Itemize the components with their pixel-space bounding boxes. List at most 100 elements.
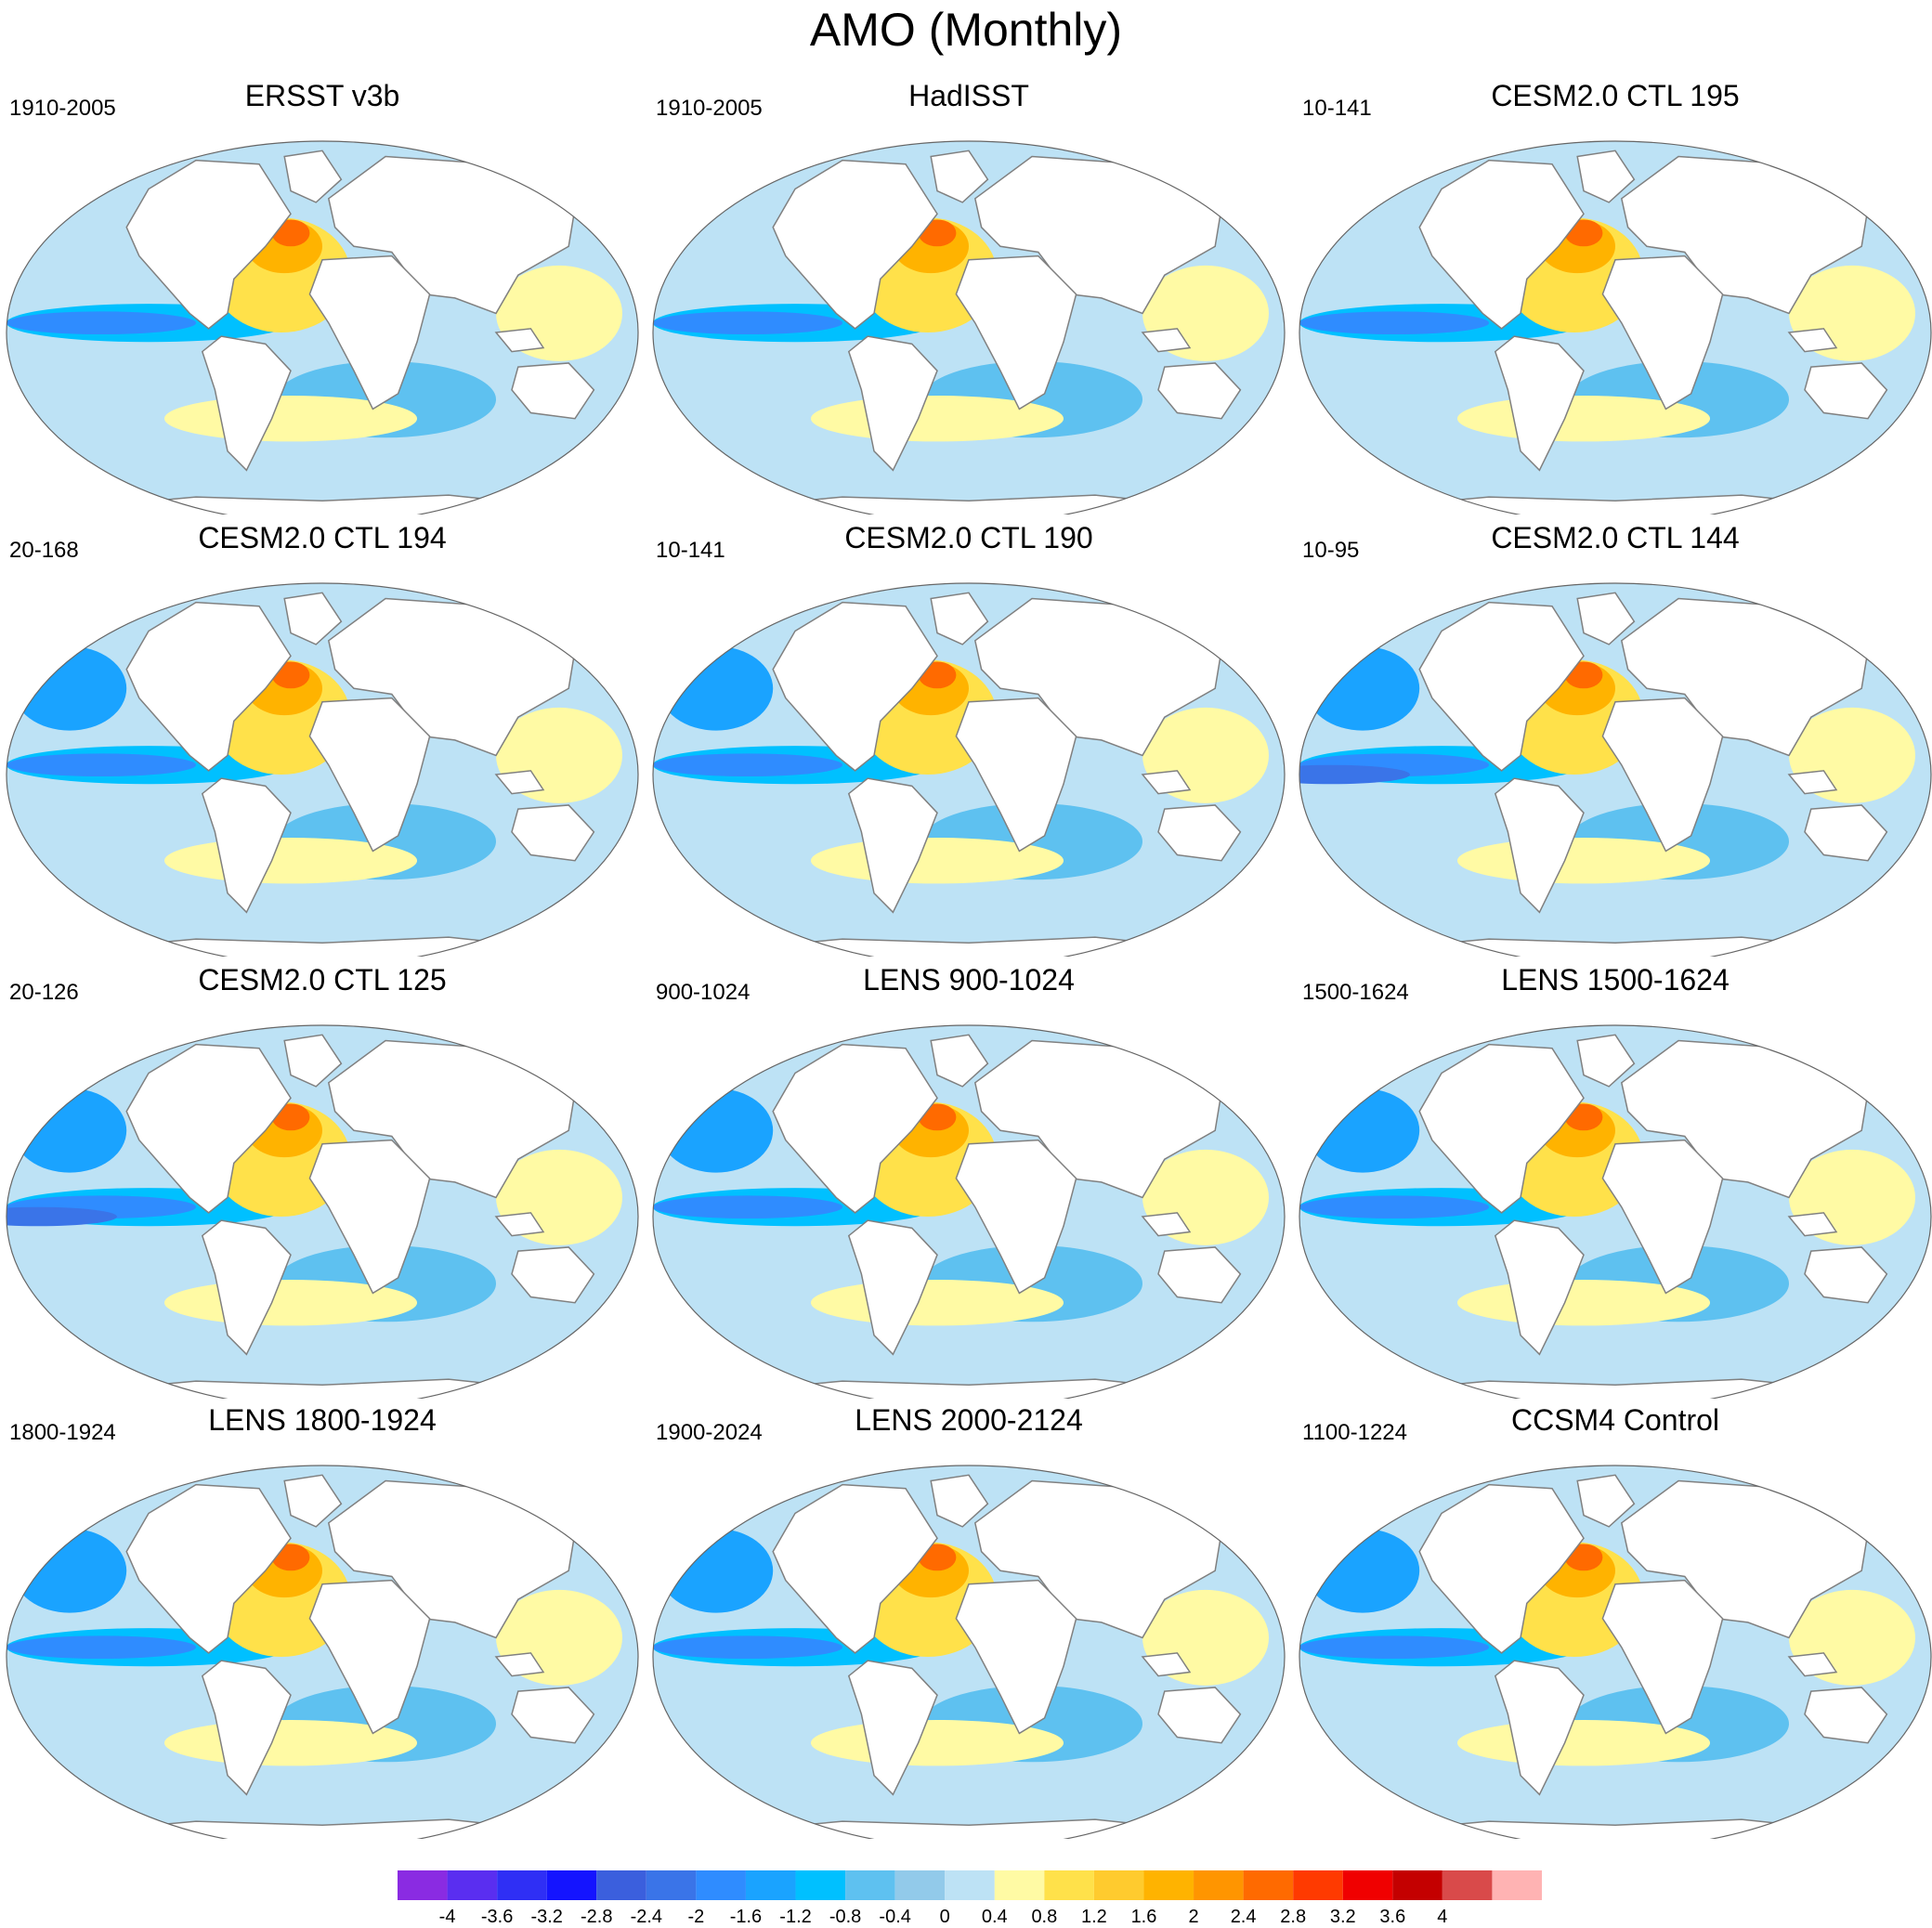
land-mass: [1576, 1034, 1636, 1088]
panel-period: 10-141: [656, 538, 725, 563]
colorbar-label: -0.4: [879, 1907, 910, 1927]
land-mass: [201, 1219, 292, 1356]
land-mass: [125, 159, 292, 330]
land-mass: [1601, 1579, 1724, 1735]
land-mass: [847, 777, 938, 914]
colorbar-box: [795, 1870, 846, 1900]
land-mass: [201, 1660, 292, 1796]
panel-period: 10-95: [1302, 538, 1360, 563]
land-mass: [308, 697, 431, 853]
colorbar-box: [1143, 1870, 1194, 1900]
colorbar-label: -4: [439, 1907, 456, 1927]
land-mass: [930, 150, 989, 203]
colorbar-box: [1342, 1870, 1393, 1900]
land-mass: [1141, 1212, 1192, 1237]
panel-title: HadISST: [908, 79, 1029, 112]
colorbar-box: [696, 1870, 746, 1900]
colorbar-box: [447, 1870, 498, 1900]
colorbar-label: -3.6: [481, 1907, 513, 1927]
panel-title: LENS 900-1024: [863, 963, 1075, 997]
land-mass: [955, 1579, 1077, 1735]
land-mass: [1601, 254, 1724, 410]
land-mass: [1576, 1474, 1636, 1528]
colorbar-box: [994, 1870, 1045, 1900]
anomaly-contour: [7, 311, 196, 335]
land-mass: [308, 254, 431, 410]
colorbar-label: 3.6: [1379, 1907, 1405, 1927]
land-mass: [201, 777, 292, 914]
anomaly-contour: [1299, 1195, 1489, 1219]
map-svg: [652, 140, 1286, 515]
colorbar-label: 2.4: [1231, 1907, 1257, 1927]
panel-period: 20-126: [9, 980, 79, 1005]
land-mass: [125, 1043, 292, 1214]
map-svg: [652, 1465, 1286, 1839]
panel-title: CESM2.0 CTL 195: [1491, 79, 1740, 112]
anomaly-contour: [1299, 311, 1489, 335]
colorbar-box: [894, 1870, 946, 1900]
map-svg: [1299, 140, 1932, 515]
anomaly-contour: [653, 1635, 842, 1660]
map-border: [652, 582, 1286, 957]
anomaly-contour: [653, 753, 842, 777]
panel-period: 1100-1224: [1302, 1420, 1407, 1445]
anomaly-contour: [1299, 1635, 1489, 1660]
map-svg: [652, 582, 1286, 957]
map-border: [652, 140, 1286, 515]
land-mass: [1494, 777, 1585, 914]
land-mass: [772, 1043, 938, 1214]
land-mass: [283, 1474, 343, 1528]
anomaly-contour: [653, 311, 842, 335]
land-mass: [1418, 1043, 1585, 1214]
map-svg: [6, 1024, 639, 1399]
colorbar-box: [1194, 1870, 1244, 1900]
colorbar-box: [1044, 1870, 1094, 1900]
land-mass: [955, 1139, 1077, 1295]
land-mass: [847, 1660, 938, 1796]
land-mass: [1157, 1246, 1242, 1304]
map-border: [1299, 582, 1932, 957]
land-mass: [1418, 1483, 1585, 1654]
land-mass: [1787, 1212, 1838, 1237]
colorbar-box: [398, 1870, 448, 1900]
colorbar-label: 3.2: [1330, 1907, 1356, 1927]
map-panel: CCSM4 Control 1100-1224: [1293, 1402, 1932, 1839]
land-mass: [511, 1687, 595, 1744]
land-mass: [283, 1034, 343, 1088]
map-border: [1299, 1024, 1932, 1399]
colorbar-box: [1293, 1870, 1343, 1900]
panel-period: 1910-2005: [656, 96, 763, 121]
land-mass: [1141, 1652, 1192, 1677]
map-border: [1299, 1465, 1932, 1839]
map-panel: HadISST 1910-2005: [646, 78, 1291, 515]
anomaly-contour: [1299, 764, 1410, 785]
map-border: [652, 1465, 1286, 1839]
panel-title: ERSST v3b: [244, 79, 400, 112]
land-mass: [772, 159, 938, 330]
land-mass: [1494, 1219, 1585, 1356]
colorbar-label: -1.6: [730, 1907, 762, 1927]
land-mass: [283, 150, 343, 203]
colorbar-label: -2.4: [631, 1907, 662, 1927]
colorbar-box: [497, 1870, 547, 1900]
land-mass: [772, 601, 938, 772]
land-mass: [125, 601, 292, 772]
land-mass: [847, 1219, 938, 1356]
map-border: [6, 582, 639, 957]
land-mass: [847, 335, 938, 472]
map-border: [1299, 140, 1932, 515]
colorbar-label: 0.8: [1031, 1907, 1057, 1927]
anomaly-contour: [7, 1206, 117, 1227]
map-panel: CESM2.0 CTL 195 10-141: [1293, 78, 1932, 515]
panel-period: 1910-2005: [9, 96, 116, 121]
map-border: [6, 1024, 639, 1399]
colorbar-label: 2.8: [1280, 1907, 1306, 1927]
land-mass: [201, 335, 292, 472]
map-panel: LENS 900-1024 900-1024: [646, 962, 1291, 1399]
colorbar-label: 1.6: [1131, 1907, 1157, 1927]
map-svg: [1299, 1024, 1932, 1399]
land-mass: [511, 804, 595, 862]
panel-title: LENS 1800-1924: [208, 1403, 437, 1437]
anomaly-contour: [7, 753, 196, 777]
land-mass: [772, 1483, 938, 1654]
